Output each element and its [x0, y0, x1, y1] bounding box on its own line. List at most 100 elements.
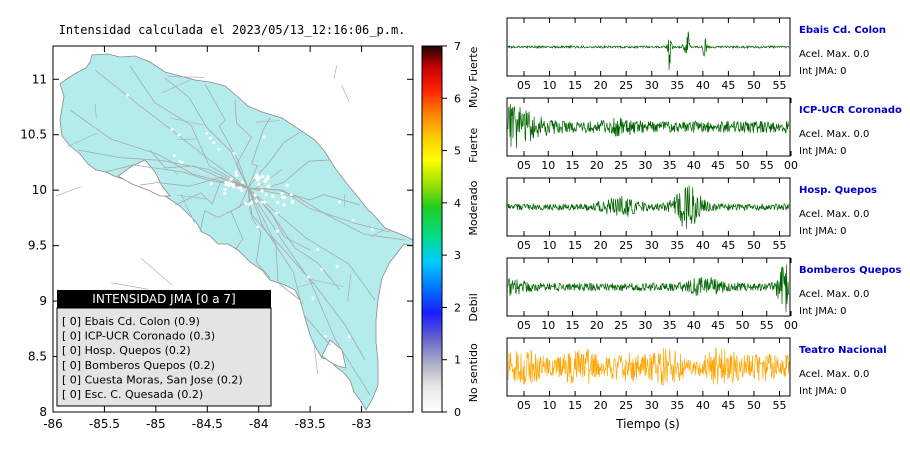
gulf-of-nicoya: [117, 159, 171, 197]
road-network: [55, 65, 406, 396]
map-title: Intensidad calculada el 2023/05/13_12:16…: [59, 23, 406, 37]
waveform-trace: [507, 264, 790, 313]
waveform-x-tick-label: 30: [645, 399, 659, 412]
colorbar-tick-label: 1: [454, 354, 461, 367]
waveform-x-tick-label: 50: [735, 159, 749, 172]
waveform-x-tick-label: 55: [773, 399, 787, 412]
waveform-x-tick-label: 35: [663, 159, 677, 172]
waveform-x-tick-label: 10: [541, 319, 555, 332]
station-intensity: Int JMA: 0: [799, 66, 847, 77]
station-intensity: Int JMA: 0: [799, 226, 847, 237]
colorbar-intensity-label: No sentido: [467, 343, 480, 402]
waveform-x-tick-label: 25: [614, 159, 628, 172]
waveform-x-tick-label: 40: [696, 79, 710, 92]
waveform-trace: [507, 347, 790, 386]
station-name: ICP-UCR Coronado: [799, 105, 902, 116]
legend-item: [ 0] Bomberos Quepos (0.2): [62, 359, 215, 372]
map-x-tick-label: -84: [249, 417, 269, 431]
waveform-x-tick-label: 20: [594, 79, 608, 92]
waveform-x-tick-label: 35: [670, 79, 684, 92]
station-intensity: Int JMA: 0: [799, 306, 847, 317]
map-x-tick-label: -83: [352, 417, 372, 431]
colorbar-ticks: 0 1 2 3 4 5 6 7: [442, 40, 461, 419]
waveform-x-tick-label: 45: [721, 239, 735, 252]
map-y-tick-label: 11: [32, 72, 47, 86]
waveform-x-tick-label: 45: [711, 159, 725, 172]
map-y-tick-label: 8: [39, 405, 47, 419]
waveform-x-tick-label: 05: [517, 159, 531, 172]
waveform-x-tick-label: 40: [696, 239, 710, 252]
colorbar-scale: [421, 45, 443, 413]
station-name: Ebais Cd. Colon: [799, 25, 886, 36]
station-accel: Acel. Max. 0.0: [799, 49, 869, 60]
waveform-x-tick-label: 05: [517, 399, 531, 412]
station-intensity: Int JMA: 0: [799, 146, 847, 157]
waveform-x-tick-label: 40: [696, 399, 710, 412]
waveform-panel: 05 10 15 20 25 30 35 40 45 50 55 Ebais Cd. Colon Ace…: [506, 17, 886, 92]
waveform-x-tick-label: 30: [638, 159, 652, 172]
colorbar-tick-label: 2: [454, 301, 461, 314]
waveform-x-tick-label: 45: [721, 79, 735, 92]
waveform-x-tick-label: 15: [568, 239, 582, 252]
waveform-x-tick-label: 30: [645, 239, 659, 252]
map-axis-ticks: -86 -85.5 -85 -84.5 -84 -83.5 -83 11 10.5 10 9.5 9 8…: [20, 46, 413, 431]
waveform-x-tick-label: 00: [784, 319, 798, 332]
waveform-x-tick-label: 10: [543, 79, 557, 92]
waveform-x-tick-label: 50: [747, 239, 761, 252]
station-intensity: Int JMA: 0: [799, 386, 847, 397]
legend-item: [ 0] Hosp. Quepos (0.2): [62, 344, 191, 357]
waveform-x-tick-label: 25: [619, 79, 633, 92]
waveform-x-tick-label: 10: [541, 159, 555, 172]
colorbar-tick-label: 0: [454, 406, 461, 419]
waveform-x-tick-label: 20: [594, 239, 608, 252]
map-y-tick-label: 9: [39, 294, 47, 308]
waveform-panel: 05 10 15 20 25 30 35 40 45 50 55 00 Bomberos Quepos A…: [506, 257, 902, 332]
map-y-tick-label: 10: [32, 183, 47, 197]
waveform-trace: [507, 103, 790, 149]
legend-title: INTENSIDAD JMA [0 a 7]: [92, 292, 235, 306]
waveform-x-tick-label: 05: [517, 239, 531, 252]
waveform-panels: 05 10 15 20 25 30 35 40 45 50 55 Ebais Cd. Colon Ace…: [506, 17, 902, 412]
waveform-x-tick-label: 20: [590, 159, 604, 172]
waveform-x-tick-label: 30: [638, 319, 652, 332]
legend-item: [ 0] Ebais Cd. Colon (0.9): [62, 315, 200, 328]
waveform-x-tick-label: 35: [663, 319, 677, 332]
waveform-x-tick-label: 00: [784, 159, 798, 172]
golfo-dulce: [321, 339, 347, 369]
station-name: Bomberos Quepos: [799, 265, 902, 276]
map-y-tick-label: 9.5: [28, 239, 47, 253]
waveform-x-tick-label: 50: [747, 399, 761, 412]
waveform-x-tick-label: 20: [590, 319, 604, 332]
waveform-x-tick-label: 15: [568, 79, 582, 92]
waveform-panel: 05 10 15 20 25 30 35 40 45 50 55 Hosp. Quepos Acel. …: [506, 177, 877, 252]
waveform-panel: 05 10 15 20 25 30 35 40 45 50 55 00 ICP-UCR Coronado…: [506, 97, 902, 172]
waveform-trace: [507, 31, 790, 70]
waveform-x-tick-label: 45: [711, 319, 725, 332]
colorbar-tick-label: 6: [454, 92, 461, 105]
colorbar-tick-label: 7: [454, 40, 461, 53]
colorbar-intensity-label: Fuerte: [467, 128, 480, 163]
waveform-x-tick-label: 30: [645, 79, 659, 92]
waveform-x-tick-label: 05: [517, 319, 531, 332]
waveform-x-tick-label: 10: [543, 239, 557, 252]
colorbar-intensity-label: Debil: [467, 293, 480, 321]
legend-item: [ 0] Esc. C. Quesada (0.2): [62, 388, 203, 401]
station-name: Teatro Nacional: [799, 345, 887, 356]
costa-rica-landmass: [59, 53, 414, 411]
waveform-x-tick-label: 50: [747, 79, 761, 92]
station-accel: Acel. Max. 0.0: [799, 369, 869, 380]
waveform-x-tick-label: 25: [614, 319, 628, 332]
waveform-x-tick-label: 15: [566, 159, 580, 172]
colorbar-tick-label: 4: [454, 197, 461, 210]
waveform-x-tick-label: 45: [721, 399, 735, 412]
waveform-panel: 05 10 15 20 25 30 35 40 45 50 55 Teatro Nacional Ace…: [506, 337, 887, 412]
town-markers: [126, 93, 374, 339]
waveform-x-tick-label: 25: [619, 399, 633, 412]
waveform-trace: [507, 185, 790, 229]
colorbar-labels: No sentido Debil Moderado Fuerte Muy Fuerte: [467, 46, 480, 402]
waveform-x-tick-label: 10: [543, 399, 557, 412]
waveform-x-tick-label: 40: [687, 319, 701, 332]
waveform-x-tick-label: 55: [760, 319, 774, 332]
map-x-tick-label: -85.5: [89, 417, 120, 431]
